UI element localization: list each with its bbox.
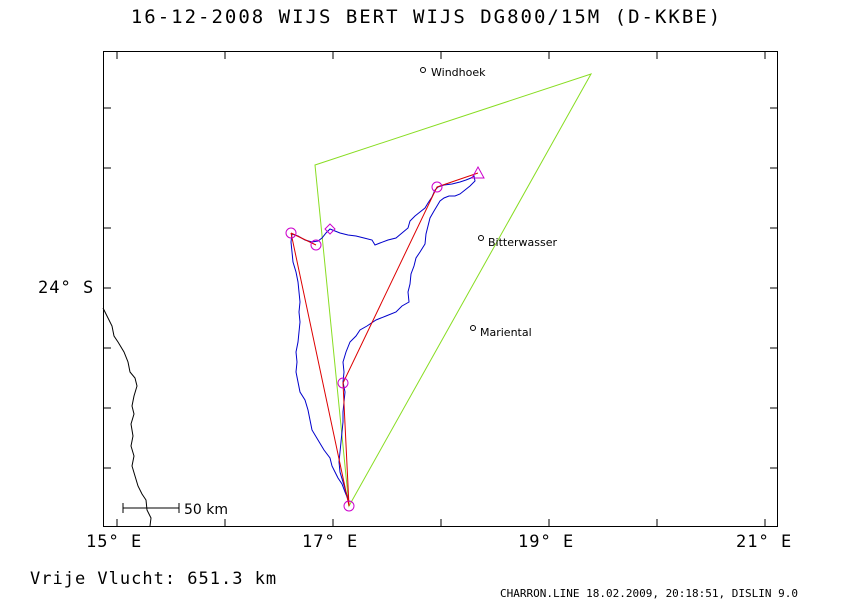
start-leg — [290, 232, 317, 246]
x-label-21e: 21° E — [736, 532, 793, 552]
x-label-19e: 19° E — [518, 532, 575, 552]
free-flight-distance: Vrije Vlucht: 651.3 km — [30, 569, 278, 589]
map-frame — [103, 51, 778, 527]
finish-triangle — [471, 165, 485, 179]
coastline — [102, 307, 152, 527]
town-label-mariental: Mariental — [480, 326, 532, 339]
town-label-windhoek: Windhoek — [431, 66, 486, 79]
turnpoint-circle — [431, 181, 443, 193]
turnpoint-circle — [285, 227, 297, 239]
x-label-17e: 17° E — [302, 532, 359, 552]
y-label-24s: 24° S — [38, 278, 95, 298]
scale-bar — [122, 503, 180, 513]
town-dot-icon — [478, 235, 484, 241]
y-axis-ticks — [103, 107, 778, 469]
town-dot-icon — [420, 67, 426, 73]
town-dot-icon — [470, 325, 476, 331]
start-diamond — [324, 223, 336, 235]
turnpoint-markers — [285, 165, 485, 512]
flight-track — [290, 175, 476, 503]
turnpoint-circle — [343, 500, 355, 512]
x-label-15e: 15° E — [86, 532, 143, 552]
optimized-route — [290, 172, 479, 507]
task-area — [314, 73, 593, 508]
town-markers — [420, 67, 484, 331]
scale-bar-label: 50 km — [184, 502, 228, 518]
software-credit: CHARRON.LINE 18.02.2009, 20:18:51, DISLI… — [500, 587, 799, 600]
flight-title: 16-12-2008 WIJS BERT WIJS DG800/15M (D-K… — [130, 6, 723, 28]
town-label-bitterwasser: Bitterwasser — [488, 236, 557, 249]
x-axis-ticks — [116, 51, 766, 527]
turnpoint-circle — [310, 239, 322, 251]
turnpoint-circle — [337, 377, 349, 389]
